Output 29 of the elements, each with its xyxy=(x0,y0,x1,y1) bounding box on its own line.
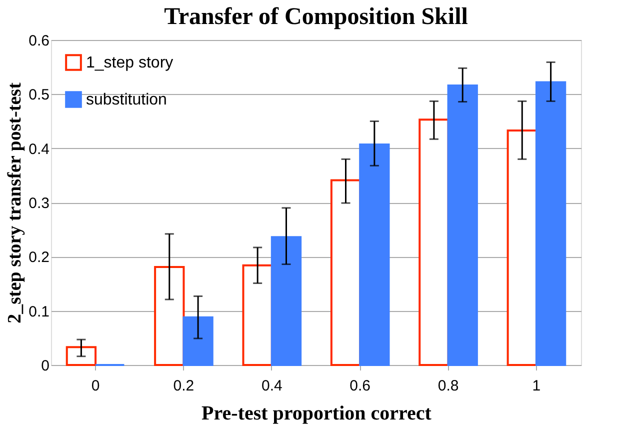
bar xyxy=(418,118,450,366)
x-tick-label: 0.6 xyxy=(350,378,371,394)
bar xyxy=(182,316,214,366)
y-tick-label: 0.2 xyxy=(28,249,50,266)
legend-label: 1_step story xyxy=(86,54,174,72)
y-axis-title: 2_step story transfer post-test xyxy=(4,82,26,324)
bar xyxy=(447,84,478,366)
x-axis-title: Pre-test proportion correct xyxy=(202,402,432,424)
x-tick-label: 1 xyxy=(532,378,541,394)
bar xyxy=(535,81,566,366)
y-tick-label: 0.4 xyxy=(28,140,50,158)
bar xyxy=(330,179,362,366)
bar xyxy=(154,266,185,366)
legend-label: substitution xyxy=(86,92,167,108)
bar xyxy=(506,129,538,366)
x-tick-label: 0.4 xyxy=(261,378,282,394)
x-tick-label: 0.2 xyxy=(173,378,194,394)
bar xyxy=(66,346,97,366)
y-tick-label: 0.1 xyxy=(28,303,50,320)
bar xyxy=(270,236,302,366)
y-tick-label: 0.6 xyxy=(28,32,50,50)
y-tick-label: 0.5 xyxy=(28,86,50,104)
bar xyxy=(242,264,273,366)
x-tick-label: 0.8 xyxy=(438,378,459,394)
bar xyxy=(359,144,390,366)
chart-title: Transfer of Composition Skill xyxy=(164,4,468,30)
y-tick-label: 0.3 xyxy=(28,195,50,212)
x-tick-label: 0 xyxy=(91,378,100,394)
y-tick-label: 0 xyxy=(41,358,50,374)
